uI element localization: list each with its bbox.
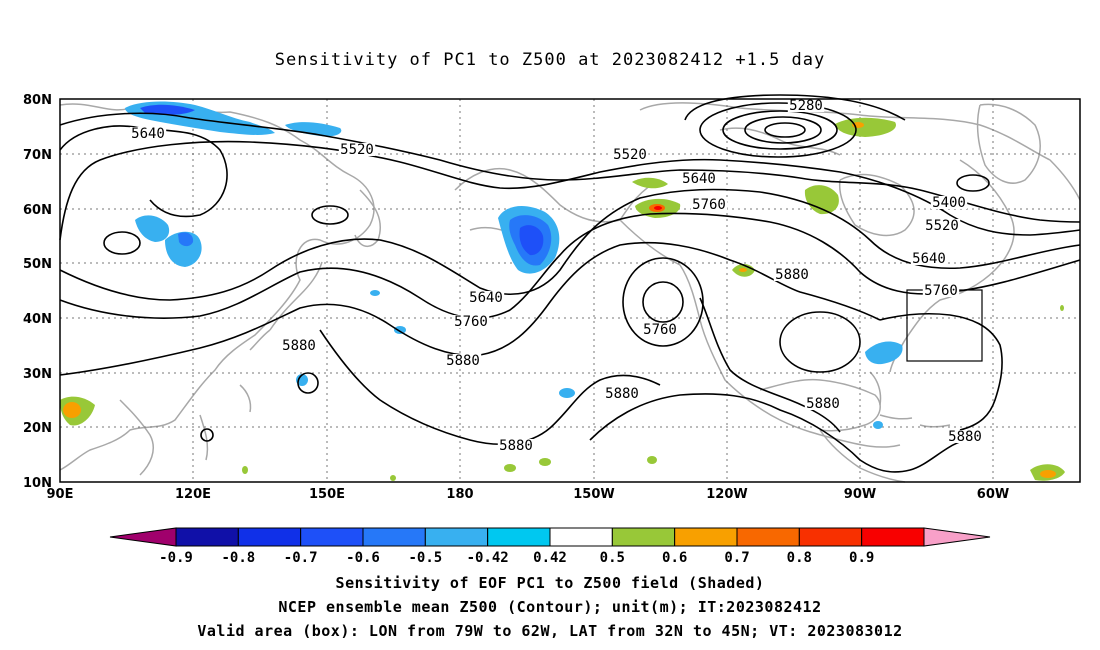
lon-label: 60W bbox=[977, 487, 1009, 502]
lat-label: 70N bbox=[23, 148, 52, 163]
lon-label: 90E bbox=[47, 487, 74, 502]
contour-label: 5880 bbox=[775, 267, 809, 283]
negative-patch bbox=[285, 122, 342, 137]
contour-label: 5760 bbox=[924, 283, 958, 299]
contour-label: 5880 bbox=[806, 396, 840, 412]
colorbar-segment bbox=[861, 527, 925, 547]
lon-label: 120W bbox=[706, 487, 747, 502]
lon-label: 120E bbox=[175, 487, 211, 502]
contour-label: 5520 bbox=[925, 218, 959, 234]
colorbar-left-triangle bbox=[109, 527, 177, 547]
chart-title: Sensitivity of PC1 to Z500 at 2023082412… bbox=[274, 50, 826, 70]
colorbar-segment bbox=[362, 527, 426, 547]
contour-label: 5880 bbox=[605, 386, 639, 402]
contour-labels: 5640 5520 5280 5520 5640 5760 5400 5520 5640 5760… bbox=[129, 98, 984, 454]
latitude-labels: 80N 70N 60N 50N 40N 30N 20N 10N bbox=[23, 93, 52, 491]
contour-label: 5280 bbox=[789, 98, 823, 114]
negative-patch bbox=[519, 225, 544, 256]
lat-label: 20N bbox=[23, 421, 52, 436]
map-frame bbox=[59, 98, 1081, 483]
longitude-labels: 90E 120E 150E 180 150W 120W 90W 60W bbox=[47, 487, 1010, 502]
colorbar-right-triangle bbox=[923, 527, 991, 547]
colorbar-tick-label: -0.42 bbox=[467, 550, 509, 566]
colorbar-tick-label: -0.5 bbox=[408, 550, 442, 566]
colorbar-segment bbox=[237, 527, 302, 547]
colorbar-segment bbox=[300, 527, 364, 547]
contour-label: 5880 bbox=[499, 438, 533, 454]
colorbar-segment bbox=[424, 527, 489, 547]
lon-label: 150W bbox=[573, 487, 614, 502]
lon-label: 90W bbox=[844, 487, 876, 502]
contour-label: 5760 bbox=[643, 322, 677, 338]
contour-label: 5520 bbox=[613, 147, 647, 163]
sensitivity-shading bbox=[60, 101, 1065, 481]
colorbar-segment bbox=[674, 527, 738, 547]
colorbar-segment bbox=[175, 527, 239, 547]
negative-patch bbox=[135, 215, 170, 242]
colorbar-tick-label: -0.7 bbox=[284, 550, 318, 566]
z500-contours bbox=[59, 94, 1081, 473]
lon-label: 150E bbox=[309, 487, 345, 502]
positive-patch bbox=[632, 177, 668, 189]
contour-label: 5640 bbox=[469, 290, 503, 306]
contour-label: 5880 bbox=[282, 338, 316, 354]
colorbar-tick-label: 0.7 bbox=[724, 550, 749, 566]
colorbar-segment bbox=[798, 527, 863, 547]
contour-label: 5880 bbox=[446, 353, 480, 369]
contour-label: 5400 bbox=[932, 195, 966, 211]
grid-lines bbox=[60, 99, 1080, 482]
lat-label: 50N bbox=[23, 257, 52, 272]
colorbar-segment bbox=[487, 527, 551, 547]
footer-line-3: Valid area (box): LON from 79W to 62W, L… bbox=[197, 622, 903, 640]
footer-line-2: NCEP ensemble mean Z500 (Contour); unit(… bbox=[278, 598, 822, 616]
lat-label: 40N bbox=[23, 312, 52, 327]
colorbar-tick-label: -0.9 bbox=[159, 550, 193, 566]
colorbar-segment bbox=[736, 527, 800, 547]
negative-patch bbox=[140, 104, 195, 115]
contour-label: 5760 bbox=[454, 314, 488, 330]
contour-label: 5520 bbox=[340, 142, 374, 158]
lat-label: 60N bbox=[23, 203, 52, 218]
colorbar-segment bbox=[611, 527, 676, 547]
contour-label: 5880 bbox=[948, 429, 982, 445]
lon-label: 180 bbox=[446, 487, 473, 502]
footer-line-1: Sensitivity of EOF PC1 to Z500 field (Sh… bbox=[335, 574, 765, 592]
colorbar: -0.9 -0.8 -0.7 -0.6 -0.5 -0.42 0.42 0.5 0.6 0.7 0.… bbox=[109, 527, 991, 566]
positive-patch bbox=[835, 117, 896, 137]
negative-patch bbox=[178, 232, 194, 247]
contour-label: 5640 bbox=[912, 251, 946, 267]
contour-label: 5760 bbox=[692, 197, 726, 213]
colorbar-segment bbox=[549, 527, 613, 547]
lat-label: 30N bbox=[23, 367, 52, 382]
colorbar-tick-label: -0.6 bbox=[346, 550, 380, 566]
colorbar-tick-label: -0.8 bbox=[221, 550, 255, 566]
lat-label: 80N bbox=[23, 93, 52, 108]
colorbar-tick-label: 0.5 bbox=[600, 550, 625, 566]
colorbar-tick-label: 0.8 bbox=[787, 550, 812, 566]
lat-label: 10N bbox=[23, 476, 52, 491]
colorbar-tick-label: 0.9 bbox=[849, 550, 874, 566]
colorbar-tick-label: 0.42 bbox=[533, 550, 567, 566]
colorbar-tick-label: 0.6 bbox=[662, 550, 687, 566]
contour-label: 5640 bbox=[131, 126, 165, 142]
positive-patch bbox=[804, 185, 839, 215]
coastlines bbox=[59, 102, 1081, 483]
contour-label: 5640 bbox=[682, 171, 716, 187]
